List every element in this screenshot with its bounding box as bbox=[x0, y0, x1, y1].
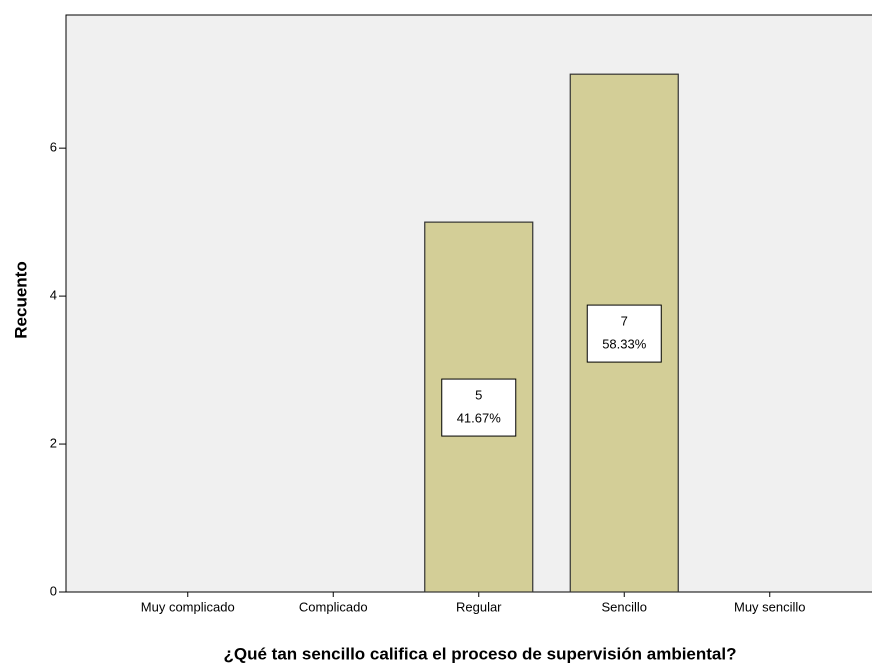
data-label: 5 bbox=[475, 388, 482, 403]
y-tick-label: 2 bbox=[50, 435, 57, 450]
y-axis-label: Recuento bbox=[11, 261, 30, 338]
x-tick-label: Muy complicado bbox=[141, 599, 235, 614]
x-tick-label: Complicado bbox=[299, 599, 368, 614]
y-tick-label: 4 bbox=[50, 288, 57, 303]
x-tick-label: Muy sencillo bbox=[734, 599, 806, 614]
x-tick-label: Regular bbox=[456, 599, 502, 614]
x-axis-label: ¿Qué tan sencillo califica el proceso de… bbox=[224, 644, 737, 663]
data-label-box bbox=[586, 304, 662, 363]
y-tick-label: 6 bbox=[50, 140, 57, 155]
data-label: 41.67% bbox=[457, 411, 502, 426]
data-label: 7 bbox=[621, 314, 628, 329]
data-label-box bbox=[441, 378, 517, 437]
x-tick-label: Sencillo bbox=[601, 599, 647, 614]
y-tick-label: 0 bbox=[50, 583, 57, 598]
data-label: 58.33% bbox=[602, 337, 647, 352]
